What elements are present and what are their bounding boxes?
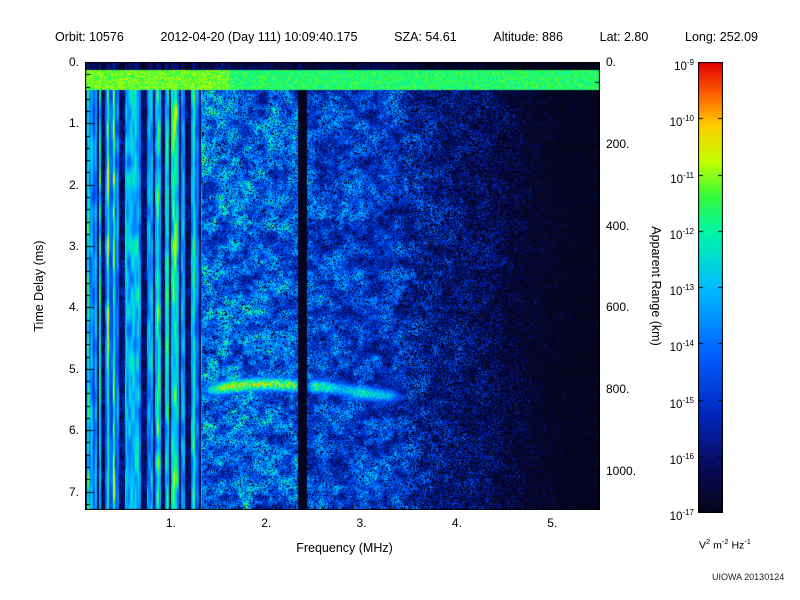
y-axis-tick-label: 3. bbox=[68, 239, 79, 254]
y2-axis-tick-label: 800. bbox=[606, 382, 630, 397]
header-datetime: 2012-04-20 (Day 111) 10:09:40.175 bbox=[160, 30, 358, 44]
x-axis-tick-label: 4. bbox=[451, 516, 462, 530]
y2-axis-tick-label: 0. bbox=[606, 55, 617, 69]
colorbar-tick-label: 10-11 bbox=[670, 170, 694, 186]
colorbar-tick-label: 10-13 bbox=[669, 283, 694, 298]
header-altitude: Altitude: 886 bbox=[493, 30, 563, 44]
y-axis-tick-label: 7. bbox=[68, 484, 79, 499]
y2-axis-tick-label: 200. bbox=[606, 136, 630, 151]
colorbar-tick-label: 10-16 bbox=[669, 451, 694, 467]
header-long: Long: 252.09 bbox=[685, 30, 758, 44]
x-axis-tick-label: 5. bbox=[547, 516, 558, 530]
y-axis-tick-label: 5. bbox=[68, 361, 79, 376]
x-axis-tick-label: 1. bbox=[165, 516, 176, 530]
colorbar-gradient bbox=[698, 62, 723, 513]
y-axis-title: Time Delay (ms) bbox=[32, 240, 46, 332]
colorbar-unit-label: V2 m-2 Hz-1 bbox=[699, 537, 751, 552]
y-axis-tick-label: 6. bbox=[68, 423, 79, 438]
colorbar-tick-label: 10-17 bbox=[669, 508, 694, 523]
header-sza: SZA: 54.61 bbox=[394, 30, 457, 44]
colorbar-tick-label: 10-10 bbox=[669, 114, 694, 130]
y-axis-tick-label: 1. bbox=[68, 116, 79, 131]
colorbar-tick-label: 10-12 bbox=[669, 226, 694, 242]
x-axis-title: Frequency (MHz) bbox=[296, 541, 393, 555]
y-axis-tick-label: 4. bbox=[68, 300, 79, 315]
header-info-row: Orbit: 10576 2012-04-20 (Day 111) 10:09:… bbox=[55, 30, 758, 44]
x-axis-tick-label: 3. bbox=[356, 516, 367, 530]
header-orbit: Orbit: 10576 bbox=[55, 30, 124, 44]
colorbar-tick-label: 10-14 bbox=[669, 339, 694, 355]
y-axis-tick-label: 2. bbox=[68, 177, 79, 192]
colorbar-tick-label: 10-9 bbox=[674, 58, 694, 73]
spectrogram-canvas bbox=[85, 62, 600, 510]
header-lat: Lat: 2.80 bbox=[599, 30, 649, 44]
x-axis-tick-label: 2. bbox=[261, 516, 272, 530]
y-axis-tick-label: 0. bbox=[68, 55, 79, 69]
y2-axis-tick-label: 600. bbox=[606, 300, 630, 315]
y2-axis-tick-label: 400. bbox=[606, 218, 630, 233]
colorbar-tick-label: 10-15 bbox=[669, 395, 694, 411]
credit-text: UIOWA 20130124 bbox=[712, 572, 785, 582]
y2-axis-tick-label: 1000. bbox=[606, 464, 637, 479]
